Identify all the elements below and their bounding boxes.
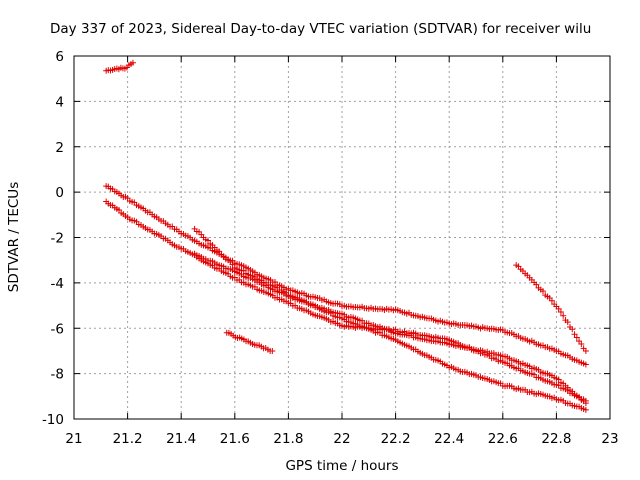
data-point: [569, 326, 576, 333]
data-point: [555, 305, 562, 312]
data-point: [555, 376, 562, 383]
y-tick-label: -6: [51, 321, 64, 337]
data-point: [582, 397, 589, 404]
y-tick-label: -8: [51, 367, 64, 383]
data-point: [216, 248, 223, 255]
x-axis: 21 21.2 21.4 21.6 21.8 22 22.2 22.4 22.6 22.8 23: [65, 56, 619, 447]
x-tick-label: 22.6: [488, 431, 518, 447]
data-point: [582, 361, 589, 368]
data-point: [560, 312, 567, 319]
data-point: [582, 406, 589, 413]
data-point: [578, 340, 585, 347]
data-point: [571, 331, 578, 338]
data-point: [205, 237, 211, 244]
x-tick-label: 22.4: [434, 431, 464, 447]
data-point: [269, 347, 276, 354]
data-point: [548, 297, 555, 304]
y-tick-label: -10: [42, 412, 64, 428]
x-tick-label: 23: [601, 431, 618, 447]
y-tick-label: 6: [55, 49, 64, 65]
data-point: [129, 59, 136, 66]
x-tick-label: 21.8: [273, 431, 303, 447]
data-point: [573, 334, 580, 341]
data-point: [557, 309, 564, 316]
chart-title: Day 337 of 2023, Sidereal Day-to-day VTE…: [50, 21, 591, 37]
y-axis: -10 -8 -6 -4 -2 0 2 4 6: [42, 49, 610, 428]
y-tick-label: -2: [51, 231, 64, 247]
x-tick-label: 22.8: [541, 431, 571, 447]
y-tick-label: 0: [55, 185, 64, 201]
data-point: [582, 347, 589, 354]
data-point: [116, 207, 123, 214]
data-point: [540, 288, 546, 295]
data-point: [229, 261, 236, 268]
x-tick-label: 21.6: [220, 431, 250, 447]
x-tick-label: 21.4: [166, 431, 196, 447]
x-tick-label: 21: [65, 431, 82, 447]
y-tick-label: 2: [55, 140, 64, 156]
data-marks: [103, 59, 589, 413]
x-tick-label: 22: [333, 431, 350, 447]
y-tick-label: 4: [55, 94, 64, 110]
data-point: [564, 319, 571, 326]
x-axis-label: GPS time / hours: [285, 458, 398, 474]
y-tick-label: -4: [51, 276, 64, 292]
x-tick-label: 21.2: [113, 431, 143, 447]
grid: [74, 56, 610, 419]
data-point: [533, 281, 540, 288]
x-tick-label: 22.2: [381, 431, 411, 447]
y-axis-label: SDTVAR / TECUs: [6, 182, 22, 292]
